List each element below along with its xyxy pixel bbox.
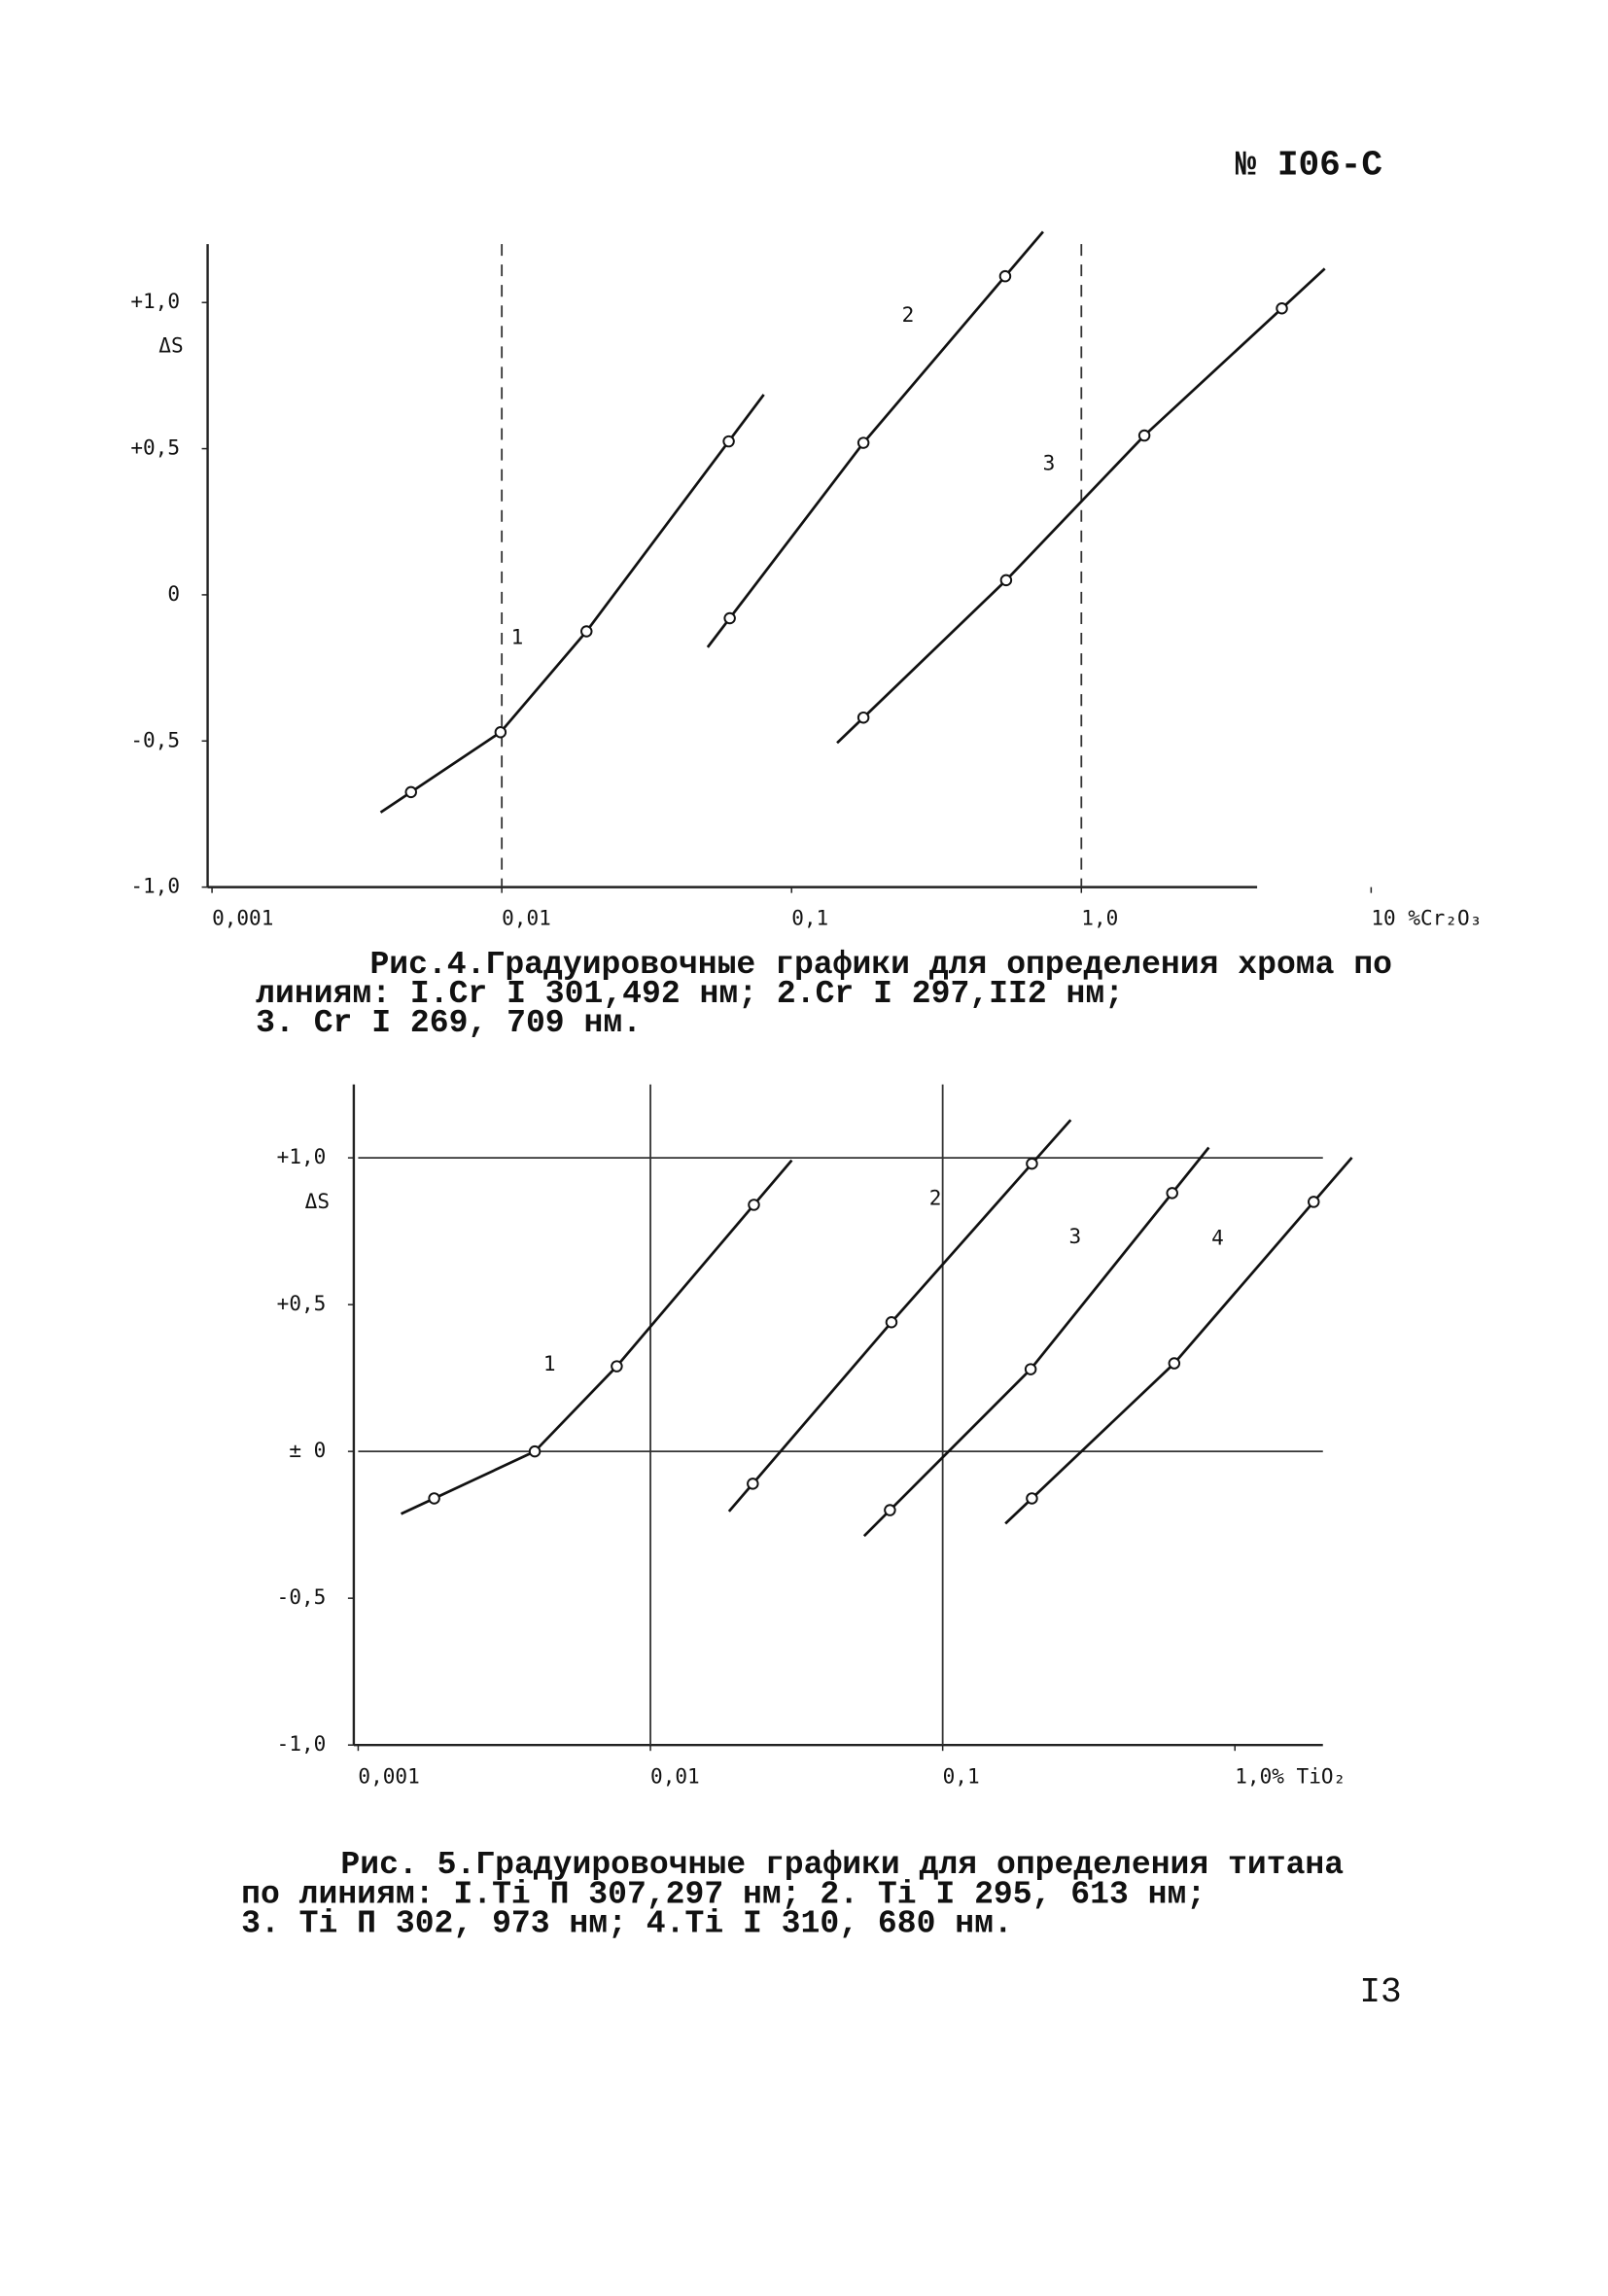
data-point bbox=[1026, 1492, 1038, 1505]
caption-line: 3. Cr I 269, 709 нм. bbox=[256, 1004, 642, 1041]
y-tick-label: -1,0 bbox=[130, 874, 180, 898]
y-tick-label: ± 0 bbox=[289, 1438, 326, 1462]
data-point bbox=[528, 1444, 542, 1458]
data-point bbox=[1168, 1357, 1181, 1370]
calibration-line bbox=[706, 230, 1044, 648]
caption-line: 3. Ti П 302, 973 нм; 4.Ti I 310, 680 нм. bbox=[241, 1904, 1013, 1941]
doc-number: № I06-С bbox=[1236, 145, 1383, 185]
y-tick-label: -1,0 bbox=[277, 1731, 327, 1756]
data-point bbox=[856, 436, 870, 449]
x-tick-label: 1,0 bbox=[1081, 906, 1118, 930]
x-tick-label: 1,0% TiO₂ bbox=[1235, 1763, 1346, 1788]
data-point bbox=[1276, 301, 1288, 315]
calibration-line bbox=[379, 394, 765, 814]
data-point bbox=[404, 785, 417, 799]
x-tick-label: 0,1 bbox=[791, 906, 828, 930]
data-point bbox=[1024, 1363, 1037, 1375]
x-tick-label: 0,01 bbox=[502, 906, 551, 930]
data-point bbox=[494, 726, 507, 739]
calibration-line bbox=[1004, 1157, 1353, 1525]
y-axis-label: ΔS bbox=[305, 1189, 330, 1213]
data-point bbox=[1166, 1187, 1178, 1200]
y-tick-label: +0,5 bbox=[130, 435, 180, 460]
calibration-line bbox=[400, 1159, 793, 1515]
series-label: 4 bbox=[1211, 1225, 1224, 1249]
caption-line: Рис. 5.Градуировочные графики для опреде… bbox=[340, 1846, 1344, 1883]
caption-line: Рис.4.Градуировочные графики для определ… bbox=[369, 946, 1392, 983]
data-point bbox=[748, 1199, 760, 1211]
x-tick-label: 0,01 bbox=[650, 1763, 700, 1788]
caption-line: по линиям: I.Ti П 307,297 нм; 2. Ti I 29… bbox=[241, 1875, 1206, 1912]
data-point bbox=[1026, 1157, 1038, 1170]
y-tick-label: +1,0 bbox=[277, 1144, 327, 1168]
series-label: 1 bbox=[543, 1351, 556, 1375]
y-axis-label: ΔS bbox=[158, 332, 183, 357]
x-tick-label: 10 %Cr₂O₃ bbox=[1371, 906, 1482, 930]
data-point bbox=[611, 1360, 623, 1373]
data-point bbox=[885, 1316, 898, 1329]
y-tick-label: -0,5 bbox=[277, 1584, 327, 1609]
data-point bbox=[580, 625, 593, 638]
y-tick-label: +0,5 bbox=[277, 1291, 327, 1315]
page-number: I3 bbox=[1359, 1972, 1401, 2012]
data-point bbox=[1308, 1196, 1320, 1208]
series-label: 3 bbox=[1043, 450, 1056, 474]
x-tick-label: 0,001 bbox=[358, 1763, 419, 1788]
y-tick-label: 0 bbox=[167, 581, 180, 606]
calibration-line bbox=[727, 1119, 1072, 1513]
data-point bbox=[747, 1478, 759, 1490]
series-label: 2 bbox=[902, 302, 915, 327]
data-point bbox=[856, 711, 870, 724]
caption-line: линиям: I.Cr I 301,492 нм; 2.Cr I 297,II… bbox=[256, 975, 1124, 1012]
data-point bbox=[1137, 429, 1151, 442]
data-point bbox=[722, 435, 735, 448]
data-point bbox=[999, 574, 1013, 587]
series-label: 2 bbox=[929, 1186, 942, 1210]
x-tick-label: 0,001 bbox=[212, 906, 273, 930]
data-point bbox=[884, 1504, 896, 1516]
x-tick-label: 0,1 bbox=[943, 1763, 980, 1788]
series-label: 3 bbox=[1069, 1224, 1082, 1248]
series-label: 1 bbox=[511, 624, 524, 648]
calibration-line bbox=[836, 267, 1326, 745]
data-point bbox=[998, 269, 1012, 283]
y-tick-label: +1,0 bbox=[130, 289, 180, 313]
calibration-line bbox=[862, 1146, 1210, 1538]
data-point bbox=[428, 1492, 440, 1505]
data-point bbox=[723, 611, 736, 625]
y-tick-label: -0,5 bbox=[130, 727, 180, 751]
